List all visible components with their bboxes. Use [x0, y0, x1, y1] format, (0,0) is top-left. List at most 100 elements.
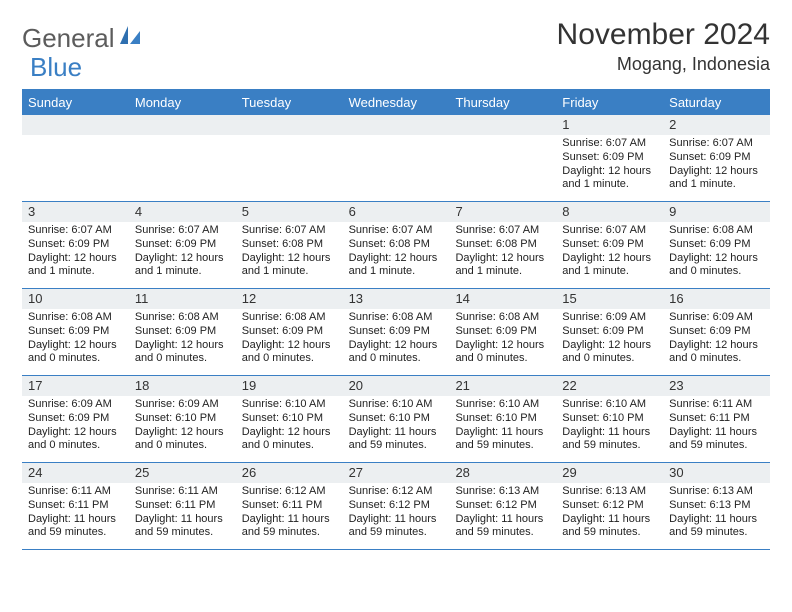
weekday-header: Sunday	[22, 91, 129, 114]
sunset-value: 6:09 PM	[68, 238, 109, 250]
sunrise-label: Sunrise:	[562, 398, 602, 410]
sunset-label: Sunset:	[135, 499, 172, 511]
sunset-label: Sunset:	[349, 325, 386, 337]
empty-day-cell	[449, 115, 556, 201]
daylight-label: Daylight:	[242, 513, 285, 525]
sunrise-value: 6:13 AM	[713, 485, 753, 497]
day-number-bar: 27	[343, 463, 450, 483]
day-number-bar: 5	[236, 202, 343, 222]
daylight-label: Daylight:	[28, 252, 71, 264]
sunrise-value: 6:09 AM	[178, 398, 218, 410]
day-body: Sunrise: 6:08 AMSunset: 6:09 PMDaylight:…	[129, 309, 236, 370]
empty-day-cell	[343, 115, 450, 201]
sunrise-line: Sunrise: 6:09 AM	[562, 311, 657, 325]
sunset-value: 6:09 PM	[710, 151, 751, 163]
brand-sail-icon	[118, 24, 142, 51]
sunrise-label: Sunrise:	[242, 485, 282, 497]
day-body: Sunrise: 6:07 AMSunset: 6:09 PMDaylight:…	[129, 222, 236, 283]
day-body: Sunrise: 6:09 AMSunset: 6:09 PMDaylight:…	[22, 396, 129, 457]
day-number-bar: 22	[556, 376, 663, 396]
sunset-value: 6:10 PM	[282, 412, 323, 424]
sunrise-line: Sunrise: 6:08 AM	[455, 311, 550, 325]
weekday-header: Monday	[129, 91, 236, 114]
sunrise-line: Sunrise: 6:07 AM	[28, 224, 123, 238]
sunset-value: 6:10 PM	[603, 412, 644, 424]
sunrise-line: Sunrise: 6:13 AM	[455, 485, 550, 499]
sunrise-line: Sunrise: 6:08 AM	[242, 311, 337, 325]
daylight-line: Daylight: 11 hours and 59 minutes.	[135, 513, 230, 541]
sunset-label: Sunset:	[28, 238, 65, 250]
sunset-label: Sunset:	[135, 412, 172, 424]
calendar-grid: SundayMondayTuesdayWednesdayThursdayFrid…	[22, 89, 770, 551]
sunrise-value: 6:11 AM	[71, 485, 111, 497]
sunrise-label: Sunrise:	[28, 485, 68, 497]
sunrise-value: 6:07 AM	[606, 224, 646, 236]
daylight-label: Daylight:	[669, 339, 712, 351]
sunrise-line: Sunrise: 6:07 AM	[135, 224, 230, 238]
sunrise-line: Sunrise: 6:07 AM	[242, 224, 337, 238]
sunrise-label: Sunrise:	[455, 398, 495, 410]
day-number-bar	[449, 115, 556, 135]
daylight-line: Daylight: 12 hours and 0 minutes.	[562, 339, 657, 367]
sunset-label: Sunset:	[455, 325, 492, 337]
weekday-header: Saturday	[663, 91, 770, 114]
sunset-value: 6:08 PM	[496, 238, 537, 250]
sunrise-label: Sunrise:	[135, 311, 175, 323]
day-number-bar: 21	[449, 376, 556, 396]
sunrise-line: Sunrise: 6:10 AM	[562, 398, 657, 412]
day-cell: 9Sunrise: 6:08 AMSunset: 6:09 PMDaylight…	[663, 202, 770, 288]
daylight-label: Daylight:	[135, 339, 178, 351]
day-number-bar	[343, 115, 450, 135]
week-row: 24Sunrise: 6:11 AMSunset: 6:11 PMDayligh…	[22, 462, 770, 549]
sunset-label: Sunset:	[349, 412, 386, 424]
day-cell: 30Sunrise: 6:13 AMSunset: 6:13 PMDayligh…	[663, 463, 770, 549]
sunset-label: Sunset:	[669, 325, 706, 337]
day-body: Sunrise: 6:07 AMSunset: 6:08 PMDaylight:…	[343, 222, 450, 283]
sunset-label: Sunset:	[669, 412, 706, 424]
daylight-label: Daylight:	[242, 426, 285, 438]
sunrise-label: Sunrise:	[669, 311, 709, 323]
week-row: 17Sunrise: 6:09 AMSunset: 6:09 PMDayligh…	[22, 375, 770, 462]
sunrise-line: Sunrise: 6:12 AM	[349, 485, 444, 499]
day-body: Sunrise: 6:08 AMSunset: 6:09 PMDaylight:…	[22, 309, 129, 370]
empty-day-cell	[22, 115, 129, 201]
sunrise-value: 6:07 AM	[713, 137, 753, 149]
daylight-line: Daylight: 12 hours and 1 minute.	[562, 252, 657, 280]
day-number-bar: 13	[343, 289, 450, 309]
sunrise-value: 6:12 AM	[285, 485, 325, 497]
sunrise-line: Sunrise: 6:12 AM	[242, 485, 337, 499]
daylight-line: Daylight: 12 hours and 0 minutes.	[135, 426, 230, 454]
sunset-label: Sunset:	[242, 499, 279, 511]
sunset-line: Sunset: 6:09 PM	[28, 325, 123, 339]
day-body: Sunrise: 6:08 AMSunset: 6:09 PMDaylight:…	[449, 309, 556, 370]
sunrise-label: Sunrise:	[28, 224, 68, 236]
sunrise-line: Sunrise: 6:08 AM	[349, 311, 444, 325]
weekday-header: Thursday	[449, 91, 556, 114]
sunrise-line: Sunrise: 6:08 AM	[28, 311, 123, 325]
day-cell: 22Sunrise: 6:10 AMSunset: 6:10 PMDayligh…	[556, 376, 663, 462]
sunset-value: 6:11 PM	[710, 412, 750, 424]
sunrise-line: Sunrise: 6:09 AM	[28, 398, 123, 412]
daylight-line: Daylight: 12 hours and 0 minutes.	[28, 426, 123, 454]
sunset-line: Sunset: 6:11 PM	[28, 499, 123, 513]
sunrise-line: Sunrise: 6:09 AM	[669, 311, 764, 325]
daylight-label: Daylight:	[562, 339, 605, 351]
sunset-label: Sunset:	[562, 412, 599, 424]
sunset-label: Sunset:	[455, 412, 492, 424]
sunset-line: Sunset: 6:11 PM	[135, 499, 230, 513]
daylight-label: Daylight:	[669, 426, 712, 438]
daylight-line: Daylight: 11 hours and 59 minutes.	[455, 513, 550, 541]
day-body: Sunrise: 6:10 AMSunset: 6:10 PMDaylight:…	[449, 396, 556, 457]
sunset-line: Sunset: 6:09 PM	[135, 325, 230, 339]
sunrise-label: Sunrise:	[669, 137, 709, 149]
sunset-value: 6:09 PM	[282, 325, 323, 337]
brand-text-1: General	[22, 25, 115, 51]
day-number-bar: 9	[663, 202, 770, 222]
daylight-line: Daylight: 11 hours and 59 minutes.	[28, 513, 123, 541]
sunset-value: 6:10 PM	[496, 412, 537, 424]
day-cell: 8Sunrise: 6:07 AMSunset: 6:09 PMDaylight…	[556, 202, 663, 288]
day-number-bar	[236, 115, 343, 135]
sunrise-line: Sunrise: 6:10 AM	[349, 398, 444, 412]
day-cell: 14Sunrise: 6:08 AMSunset: 6:09 PMDayligh…	[449, 289, 556, 375]
daylight-line: Daylight: 12 hours and 0 minutes.	[135, 339, 230, 367]
